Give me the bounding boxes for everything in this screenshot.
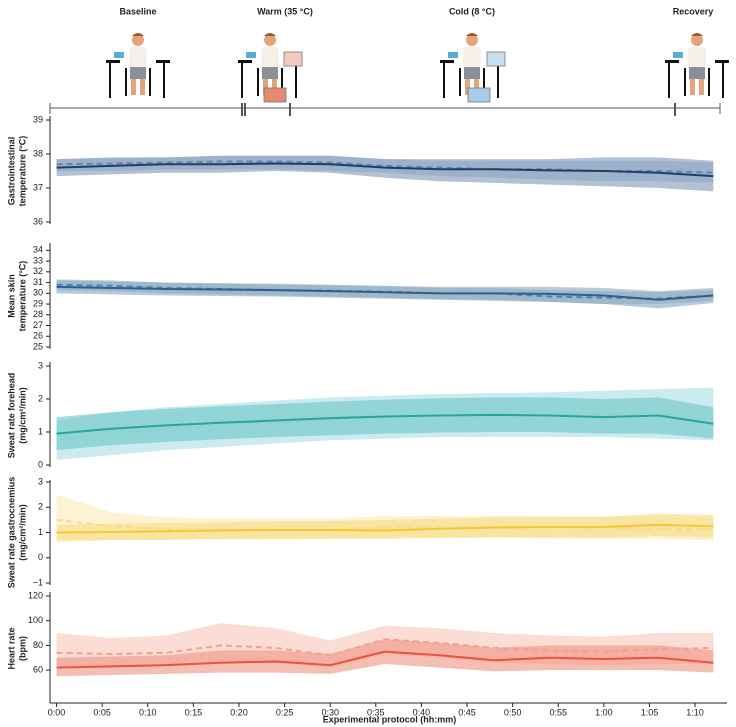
y-axis-label: Sweat rate gastrocnemius: [6, 477, 16, 589]
mean-line: [56, 285, 714, 301]
x-tick-label: 0:40: [413, 707, 431, 717]
panel: −1 0 1 2 3 Sweat rate gastrocnemius (mg/cm²/mi…: [6, 476, 714, 589]
y-axis-label: Heart rate: [6, 627, 16, 669]
x-tick-label: 0:15: [185, 707, 203, 717]
x-tick-label: 0:00: [48, 707, 66, 717]
y-tick-label: 27: [33, 320, 43, 330]
x-tick-label: 1:05: [641, 707, 659, 717]
mean-line: [56, 638, 714, 657]
y-axis-label: Mean skin: [6, 274, 16, 318]
x-tick-label: 1:00: [595, 707, 613, 717]
y-tick-label: 33: [33, 255, 43, 265]
x-tick-label: 0:25: [276, 707, 294, 717]
y-tick-label: 31: [33, 277, 43, 287]
y-tick-label: 39: [33, 114, 43, 124]
mean-line: [56, 650, 714, 669]
y-tick-label: 30: [33, 288, 43, 298]
x-tick-label: 0:45: [458, 707, 476, 717]
panel: 0 1 2 3 Sweat rate forehead (mg/cm²/min): [6, 360, 714, 469]
x-axis-label: Experimental protocol (hh:mm): [323, 714, 457, 724]
y-tick-label: 3: [38, 476, 43, 486]
y-axis-label: temperature (°C): [17, 136, 27, 207]
y-tick-label: 0: [38, 459, 43, 469]
y-axis-label: Gastrointestinal: [6, 137, 16, 206]
range-band: [56, 397, 714, 451]
mean-line: [56, 413, 714, 435]
x-tick-label: 1:10: [686, 707, 704, 717]
y-tick-label: 29: [33, 298, 43, 308]
phase-label: Warm (35 °C): [257, 6, 313, 16]
y-tick-label: 100: [28, 615, 43, 625]
x-tick-label: 0:35: [367, 707, 385, 717]
y-axis-label: (bpm): [17, 636, 27, 661]
phase-label: Cold (8 °C): [449, 6, 495, 16]
y-tick-label: 60: [33, 664, 43, 674]
y-tick-label: 120: [28, 590, 43, 600]
range-band: [56, 155, 714, 192]
range-band: [56, 513, 714, 541]
mean-line: [56, 412, 714, 442]
x-tick-label: 0:55: [549, 707, 567, 717]
protocol-timeline: [49, 103, 721, 116]
y-axis-label: (mg/cm²/min): [17, 387, 27, 444]
range-band: [56, 639, 714, 677]
y-tick-label: −1: [33, 577, 43, 587]
panel: 36 37 38 39 Gastrointestinal temperature (°C): [6, 114, 714, 226]
y-tick-label: 1: [38, 426, 43, 436]
x-tick-label: 0:30: [321, 707, 339, 717]
phase-label: Baseline: [119, 6, 156, 16]
y-tick-label: 1: [38, 527, 43, 537]
x-tick-label: 0:10: [139, 707, 157, 717]
phase-label: Recovery: [673, 6, 714, 16]
x-tick-label: 0:50: [504, 707, 522, 717]
y-tick-label: 2: [38, 502, 43, 512]
y-tick-label: 80: [33, 640, 43, 650]
y-tick-label: 38: [33, 148, 43, 158]
y-axis-label: Sweat rate forehead: [6, 373, 16, 459]
protocol-illustrations: [105, 32, 730, 103]
y-tick-label: 0: [38, 552, 43, 562]
y-axis-label: temperature (°C): [17, 261, 27, 332]
y-tick-label: 25: [33, 341, 43, 351]
y-tick-label: 2: [38, 393, 43, 403]
x-tick-label: 0:05: [93, 707, 111, 717]
y-tick-label: 32: [33, 266, 43, 276]
mean-line: [56, 162, 714, 178]
y-tick-label: 37: [33, 182, 43, 192]
y-tick-label: 3: [38, 360, 43, 370]
y-axis-label: (mg/cm²/min): [17, 504, 27, 561]
range-band: [56, 280, 714, 309]
y-tick-label: 26: [33, 331, 43, 341]
y-tick-label: 36: [33, 216, 43, 226]
mean-line: [56, 523, 714, 534]
x-tick-label: 0:20: [230, 707, 248, 717]
y-tick-label: 34: [33, 245, 43, 255]
panel: 60 80 100 120 Heart rate (bpm) 0:00 0:05 0:10 0:1…: [6, 590, 727, 724]
y-tick-label: 28: [33, 309, 43, 319]
